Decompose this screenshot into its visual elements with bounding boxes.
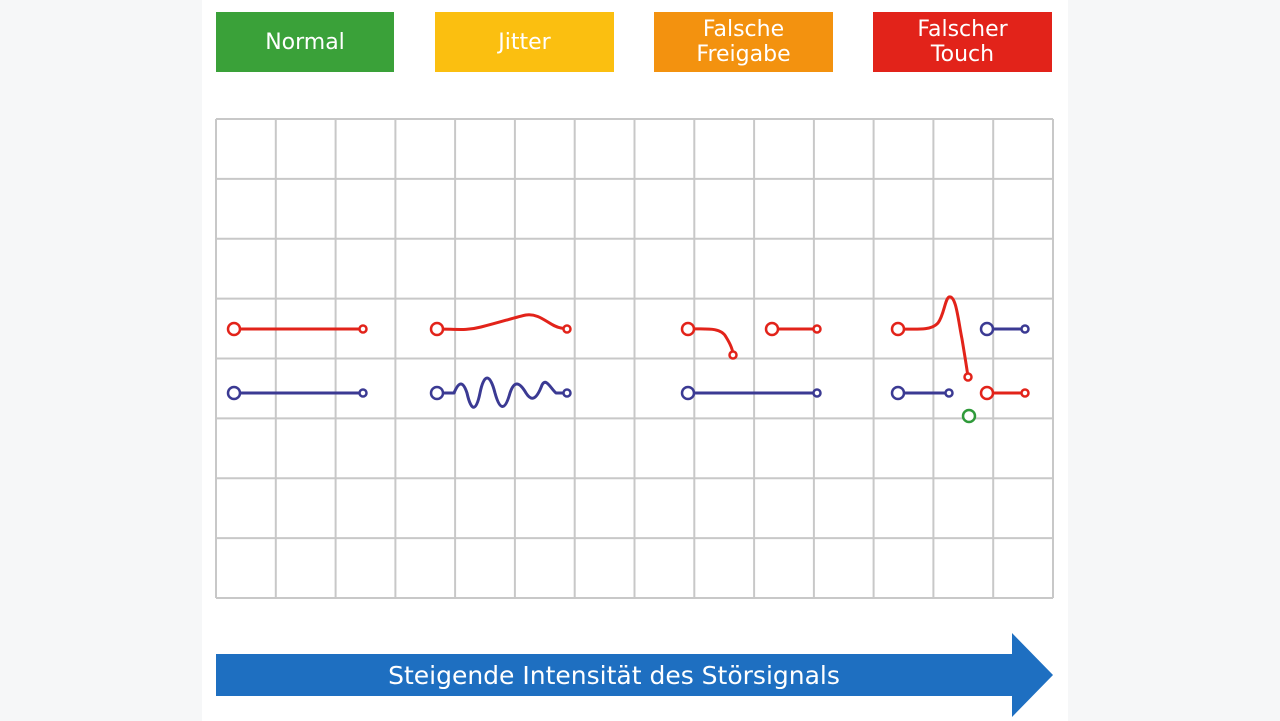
intensity-arrow bbox=[216, 633, 1053, 717]
normal-blue-start bbox=[226, 385, 242, 401]
jitter-red-start bbox=[429, 321, 445, 337]
category-jitter-box: Jitter bbox=[435, 12, 614, 72]
touch-blue-start-1 bbox=[979, 321, 995, 337]
jitter-red-end bbox=[562, 324, 572, 334]
touch-blue-end-1 bbox=[1020, 324, 1030, 334]
normal-red-end bbox=[358, 324, 368, 334]
category-falsche-freigabe-box: Falsche Freigabe bbox=[654, 12, 833, 72]
intensity-arrow-label: Steigende Intensität des Störsignals bbox=[388, 660, 840, 690]
touch-red-end-2 bbox=[1020, 388, 1030, 398]
freigabe-red-end-1 bbox=[728, 350, 738, 360]
category-jitter-label: Jitter bbox=[498, 29, 551, 55]
touch-green-point bbox=[961, 408, 977, 424]
jitter-red-trace bbox=[435, 313, 569, 331]
falscher-touch-traces bbox=[890, 295, 1030, 424]
jitter-blue-start bbox=[429, 385, 445, 401]
freigabe-red-end-2 bbox=[812, 324, 822, 334]
touch-red-start-1 bbox=[890, 321, 906, 337]
touch-red-trace-1 bbox=[896, 295, 970, 379]
category-normal-box: Normal bbox=[216, 12, 394, 72]
normal-traces bbox=[226, 321, 368, 401]
category-normal-label: Normal bbox=[265, 29, 345, 55]
jitter-traces bbox=[429, 313, 572, 409]
grid-lines bbox=[215, 118, 1054, 599]
category-falscher-touch-label: Falscher Touch bbox=[917, 17, 1008, 67]
intensity-arrow-label-box: Steigende Intensität des Störsignals bbox=[216, 654, 1012, 696]
freigabe-blue-start bbox=[680, 385, 696, 401]
touch-blue-end-2 bbox=[944, 388, 954, 398]
touch-grid bbox=[215, 118, 1054, 599]
category-falscher-touch-box: Falscher Touch bbox=[873, 12, 1052, 72]
freigabe-red-start-2 bbox=[764, 321, 780, 337]
touch-red-end-1 bbox=[963, 372, 973, 382]
jitter-blue-end bbox=[562, 388, 572, 398]
touch-red-start-2 bbox=[979, 385, 995, 401]
freigabe-blue-end bbox=[812, 388, 822, 398]
normal-red-start bbox=[226, 321, 242, 337]
intensity-arrow-shape bbox=[216, 633, 1053, 717]
category-falsche-freigabe-label: Falsche Freigabe bbox=[696, 17, 791, 67]
touch-blue-start-2 bbox=[890, 385, 906, 401]
jitter-blue-trace bbox=[435, 376, 569, 409]
normal-blue-end bbox=[358, 388, 368, 398]
freigabe-red-start-1 bbox=[680, 321, 696, 337]
falsche-freigabe-traces bbox=[680, 321, 822, 401]
